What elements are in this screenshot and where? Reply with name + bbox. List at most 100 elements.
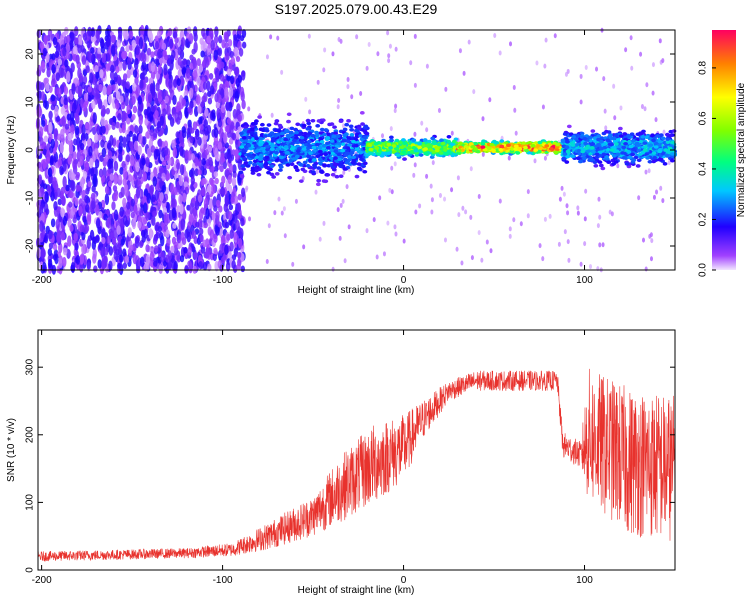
spectrogram-cell [341, 198, 345, 204]
spectrogram-cell [302, 244, 306, 250]
spectrogram-cell [52, 254, 58, 261]
spectrogram-cell [148, 31, 154, 44]
spectrogram-cell [154, 245, 159, 253]
spectrogram-cell [177, 46, 182, 56]
spectrogram-cell [138, 124, 143, 135]
spectrogram-cell [336, 207, 340, 213]
spectrogram-cell [643, 106, 647, 112]
spectrogram-cell [240, 91, 245, 102]
spectrogram-cell [89, 72, 94, 84]
spectrogram-cell [172, 147, 178, 158]
spectrogram-cell [470, 255, 474, 261]
spectrogram-cell [161, 172, 166, 182]
spectrogram-cell [280, 152, 285, 157]
spectrogram-cell [304, 96, 308, 102]
spectrogram-cell [238, 170, 244, 175]
spectrogram-cell [41, 120, 46, 127]
spectrogram-cell [217, 35, 223, 44]
spectrogram-cell [98, 168, 104, 178]
spectrogram-cell [171, 139, 176, 149]
spectrogram-cell [346, 119, 351, 123]
spectrogram-cell [194, 168, 199, 177]
spectrogram-cell [92, 112, 97, 124]
spectrogram-cell [224, 193, 229, 206]
spectrogram-cell [440, 141, 446, 146]
spectrogram-cell [314, 142, 320, 147]
spectrogram-cell [157, 64, 162, 75]
spectrogram-cell [276, 35, 280, 41]
spectrogram-cell [176, 162, 181, 170]
spectrogram-cell [450, 187, 454, 193]
spectrogram-cell [132, 82, 137, 92]
spectrogram-cell [156, 30, 162, 39]
spectrogram-cell [265, 259, 269, 265]
spectrogram-cell [329, 139, 335, 143]
spectrogram-cell [200, 50, 205, 58]
spectrogram-cell [362, 129, 368, 133]
spectrogram-cell [265, 150, 270, 155]
spectrogram-cell [394, 231, 398, 237]
spectrogram-cell [170, 245, 175, 253]
spectrogram-cell [543, 155, 547, 161]
spectrogram-cell [117, 113, 122, 121]
spectrogram-cell [121, 160, 126, 169]
spectrogram-cell [65, 34, 71, 46]
spectrogram-cell [111, 84, 116, 91]
spectrogram-cell [519, 221, 523, 227]
spectrogram-cell [541, 104, 545, 110]
spectrogram-cell [629, 35, 633, 41]
spectrogram-cell [168, 78, 173, 89]
spectrogram-cell [509, 41, 513, 47]
spectrogram-cell [121, 124, 126, 134]
spectrogram-cell [284, 150, 290, 155]
spectrogram-cell [258, 136, 264, 141]
spectrogram-cell [233, 231, 238, 241]
spectrogram-cell [224, 244, 229, 256]
spectrogram-cell [39, 220, 44, 232]
spectrogram-cell [108, 246, 114, 256]
spectrogram-cell [161, 184, 167, 193]
spectrogram-cell [195, 221, 200, 228]
spectrogram-cell [417, 142, 422, 146]
spectrogram-cell [280, 69, 284, 75]
spectrogram-cell [446, 134, 452, 139]
spectrogram-cell [393, 161, 397, 167]
spectrogram-cell [94, 147, 99, 158]
spectrogram-cell [229, 124, 234, 135]
spectrogram-cell [202, 239, 207, 248]
spectrogram-cell [75, 254, 81, 265]
spectrogram-cell [117, 262, 122, 270]
spectrogram-cell [382, 251, 386, 257]
spectrogram-cell [160, 235, 165, 247]
spectrogram-cell [39, 136, 44, 146]
spectrogram-cell [207, 145, 213, 153]
spectrogram-cell [411, 138, 417, 142]
spectrogram-cell [204, 57, 210, 68]
spectrogram-cell [652, 194, 656, 200]
spectrogram-cell [658, 38, 662, 44]
spectrogram-cell [153, 128, 158, 139]
spectrogram-cell [69, 224, 74, 232]
spectrogram-cell [213, 165, 219, 173]
spectrogram-cell [231, 176, 237, 187]
spectrogram-cell [362, 169, 368, 174]
spectrogram-cell [101, 104, 106, 117]
spectrogram-cell [113, 174, 118, 185]
spectrogram-cell [316, 119, 322, 123]
spectrogram-cell [342, 133, 348, 138]
spectrogram-cell [175, 131, 180, 139]
spectrogram-cell [407, 146, 412, 150]
spectrogram-cell [143, 202, 148, 214]
spectrogram-cell [560, 185, 564, 191]
spectrogram-cell [98, 83, 103, 92]
spectrogram-cell [317, 149, 323, 154]
spectrogram-cell [99, 69, 104, 79]
spectrogram-cell [544, 37, 548, 43]
spectrogram-cell [65, 71, 71, 83]
spectrogram-cell [283, 233, 287, 239]
spectrogram-cell [154, 110, 159, 119]
spectrogram-cell [129, 124, 134, 133]
spectrogram-cell [588, 264, 592, 270]
spectrogram-cell [480, 257, 484, 263]
spectrogram-cell [219, 73, 225, 82]
